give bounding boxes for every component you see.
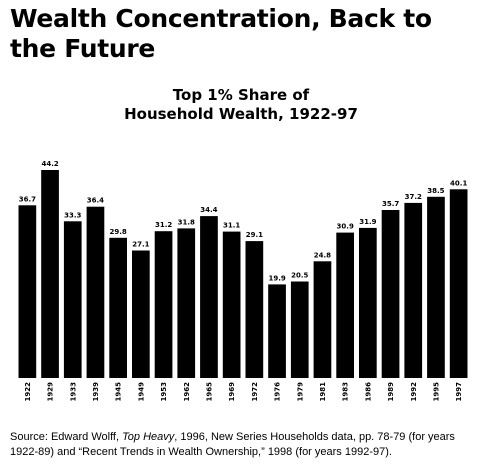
x-tick-label-1953: 1953 xyxy=(160,382,168,402)
value-label-1945: 29.8 xyxy=(109,228,126,236)
x-tick-label-1962: 1962 xyxy=(183,382,191,402)
x-tick-label-1997: 1997 xyxy=(455,382,463,402)
value-label-1981: 24.8 xyxy=(314,251,331,259)
bar-1953 xyxy=(154,231,173,378)
value-label-1979: 20.5 xyxy=(291,272,308,280)
value-label-1989: 35.7 xyxy=(382,200,399,208)
x-tick-label-1995: 1995 xyxy=(432,382,440,402)
bar-1979 xyxy=(290,281,309,378)
value-label-1962: 31.8 xyxy=(178,218,195,226)
bar-1997 xyxy=(449,189,468,378)
bar-1972 xyxy=(245,241,264,378)
bar-1929 xyxy=(41,170,59,378)
bar-1949 xyxy=(132,250,150,378)
x-tick-label-1945: 1945 xyxy=(115,382,123,402)
bar-chart: 36.7 1922 44.2 1929 33.3 1933 36.4 1939 29.8 1945… xyxy=(18,160,468,402)
x-tick-label-1939: 1939 xyxy=(92,382,100,402)
bar-1969 xyxy=(222,231,241,378)
headline-line-2: the Future xyxy=(10,34,156,63)
bar-1992 xyxy=(404,202,423,378)
value-label-1939: 36.4 xyxy=(87,197,104,205)
value-label-1922: 36.7 xyxy=(19,195,36,203)
value-label-1969: 31.1 xyxy=(223,222,240,230)
headline-line-1: Wealth Concentration, Back to xyxy=(10,4,432,33)
x-tick-label-1992: 1992 xyxy=(410,382,418,402)
chart-title: Top 1% Share of Household Wealth, 1922-9… xyxy=(0,86,482,124)
bar-1922 xyxy=(18,205,37,378)
x-tick-label-1981: 1981 xyxy=(319,382,327,402)
x-tick-label-1983: 1983 xyxy=(342,382,350,402)
bar-1965 xyxy=(200,216,218,378)
bar-1933 xyxy=(63,221,82,378)
x-tick-label-1929: 1929 xyxy=(47,382,55,402)
value-label-1995: 38.5 xyxy=(427,187,444,195)
x-tick-label-1965: 1965 xyxy=(205,382,213,402)
x-tick-label-1976: 1976 xyxy=(274,382,282,402)
source-rest: , 1996, New Series Households data, pp. … xyxy=(10,431,455,458)
bar-1976 xyxy=(268,284,286,378)
source-note: Source: Edward Wolff, Top Heavy, 1996, N… xyxy=(10,430,480,460)
chart-title-line-2: Household Wealth, 1922-97 xyxy=(124,105,358,123)
value-label-1929: 44.2 xyxy=(41,160,58,168)
value-label-1997: 40.1 xyxy=(450,179,467,187)
bar-1989 xyxy=(381,210,400,378)
value-label-1992: 37.2 xyxy=(405,193,422,201)
value-label-1933: 33.3 xyxy=(64,211,81,219)
headline: Wealth Concentration, Back to the Future xyxy=(10,4,480,64)
value-label-1949: 27.1 xyxy=(132,241,149,249)
bar-1945 xyxy=(109,237,127,378)
x-tick-label-1972: 1972 xyxy=(251,382,259,402)
x-tick-label-1979: 1979 xyxy=(296,382,304,402)
source-book-title: Top Heavy xyxy=(122,431,175,443)
value-label-1953: 31.2 xyxy=(155,221,172,229)
x-tick-label-1986: 1986 xyxy=(364,382,372,402)
bar-1983 xyxy=(336,232,354,378)
x-tick-label-1969: 1969 xyxy=(228,382,236,402)
source-prefix: Source: Edward Wolff, xyxy=(10,431,123,443)
value-label-1972: 29.1 xyxy=(246,231,263,239)
bar-1995 xyxy=(427,196,445,378)
value-label-1965: 34.4 xyxy=(200,206,217,214)
x-tick-label-1949: 1949 xyxy=(137,382,145,402)
value-label-1983: 30.9 xyxy=(337,223,354,231)
x-tick-label-1922: 1922 xyxy=(24,382,32,402)
value-label-1976: 19.9 xyxy=(268,274,285,282)
x-tick-label-1933: 1933 xyxy=(69,382,77,402)
chart-title-line-1: Top 1% Share of xyxy=(172,86,310,104)
bar-1981 xyxy=(313,261,332,378)
bar-1962 xyxy=(177,228,196,378)
bar-1986 xyxy=(359,227,377,378)
value-label-1986: 31.9 xyxy=(359,218,376,226)
bar-1939 xyxy=(86,206,105,378)
x-tick-label-1989: 1989 xyxy=(387,382,395,402)
